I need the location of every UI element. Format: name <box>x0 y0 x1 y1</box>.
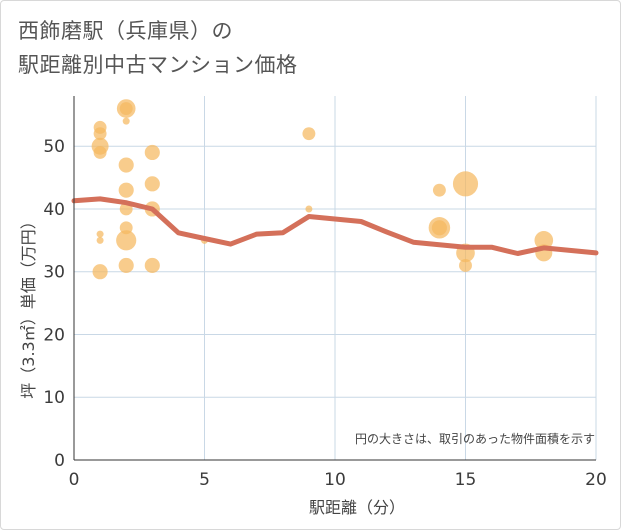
x-tick-label: 15 <box>455 470 477 490</box>
bubble-point <box>431 220 447 236</box>
y-tick-label: 40 <box>43 200 65 220</box>
average-line <box>71 196 599 256</box>
bubble-point <box>118 182 134 198</box>
bubble-point <box>432 183 446 197</box>
bubble-point <box>116 230 137 251</box>
bubble-point <box>119 221 133 235</box>
x-tick-label: 20 <box>585 470 607 490</box>
bubble-point <box>459 258 472 272</box>
x-tick-label: 5 <box>199 470 210 490</box>
y-tick-label: 10 <box>43 388 65 408</box>
bubble-point <box>92 264 108 280</box>
bubble-point <box>144 144 160 161</box>
bubble-point <box>93 146 107 159</box>
y-tick-label: 30 <box>43 263 65 283</box>
bubble-point <box>122 117 130 125</box>
y-axis-label: 坪（3.3㎡）単価（万円） <box>19 213 38 398</box>
bubble-point <box>144 257 160 274</box>
bubble-point <box>93 120 107 134</box>
bubble-point <box>305 205 313 213</box>
chart-title-line1: 西飾磨駅（兵庫県）の <box>18 19 233 43</box>
y-tick-label: 20 <box>43 325 65 345</box>
bubble-size-note: 円の大きさは、取引のあった物件面積を示す <box>355 431 595 446</box>
bubble-point <box>118 257 134 274</box>
x-tick-label: 10 <box>324 470 346 490</box>
bubble-point <box>302 127 316 141</box>
bubble-series <box>91 99 554 280</box>
x-axis-label: 駅距離（分） <box>309 498 405 517</box>
bubble-point <box>452 171 479 197</box>
bubble-point <box>534 231 554 250</box>
bubble-point <box>96 230 104 238</box>
bubble-point <box>96 236 104 244</box>
bubble-point <box>118 157 134 173</box>
grid-lines <box>74 96 597 460</box>
chart-title-line2: 駅距離別中古マンション価格 <box>18 53 298 77</box>
bubble-point <box>119 102 133 116</box>
y-tick-label: 50 <box>43 137 65 157</box>
bubble-point <box>144 176 160 192</box>
chart-title: 西飾磨駅（兵庫県）の 駅距離別中古マンション価格 <box>18 14 298 82</box>
x-tick-label: 0 <box>69 470 80 490</box>
y-tick-label: 0 <box>54 451 65 471</box>
average-line-series <box>71 196 599 256</box>
tick-labels: 0 5 10 15 20 0 10 20 30 40 50 <box>43 137 606 490</box>
axes <box>73 96 596 461</box>
